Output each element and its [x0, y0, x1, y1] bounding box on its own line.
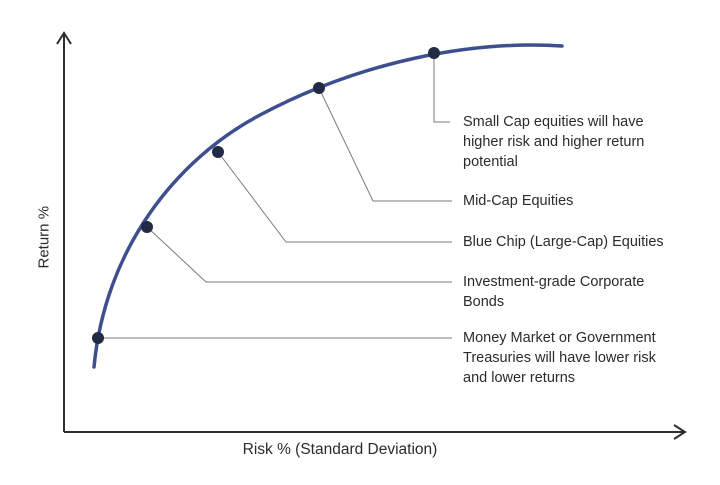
point-money-market — [92, 332, 104, 344]
annotation-line: and lower returns — [463, 370, 576, 386]
annotation-line: Bonds — [463, 294, 505, 310]
annotation-line: Small Cap equities will have — [463, 114, 644, 130]
leader-line-blue-chip — [217, 151, 452, 243]
leader-line-small-cap — [433, 53, 450, 123]
annotation-blue-chip: Blue Chip (Large-Cap) Equities — [463, 232, 664, 252]
x-axis-label: Risk % (Standard Deviation) — [242, 441, 438, 458]
y-axis-label: Return % — [35, 205, 53, 269]
annotation-mid-cap: Mid-Cap Equities — [463, 191, 573, 211]
y-axis-arrow-icon — [56, 31, 72, 45]
point-corporate-bonds — [141, 221, 153, 233]
annotation-line: Investment-grade Corporate — [463, 274, 645, 290]
leader-line-corporate-bonds — [146, 226, 452, 283]
annotation-line: higher risk and higher return — [463, 134, 645, 150]
point-mid-cap — [313, 82, 325, 94]
annotation-line: Treasuries will have lower risk — [463, 350, 656, 366]
annotation-line: Blue Chip (Large-Cap) Equities — [463, 234, 664, 250]
efficient-frontier-curve — [92, 43, 564, 369]
annotation-small-cap: Small Cap equities will have higher risk… — [463, 112, 644, 172]
annotation-money-market: Money Market or Government Treasuries wi… — [463, 328, 656, 388]
annotation-line: Mid-Cap Equities — [463, 193, 574, 209]
x-axis-arrow-icon — [673, 424, 687, 440]
leader-line-mid-cap — [318, 87, 452, 202]
point-blue-chip — [212, 146, 224, 158]
annotation-line: potential — [463, 154, 518, 170]
annotation-corporate-bonds: Investment-grade Corporate Bonds — [463, 272, 644, 312]
annotation-line: Money Market or Government — [463, 330, 656, 346]
point-small-cap — [428, 47, 440, 59]
